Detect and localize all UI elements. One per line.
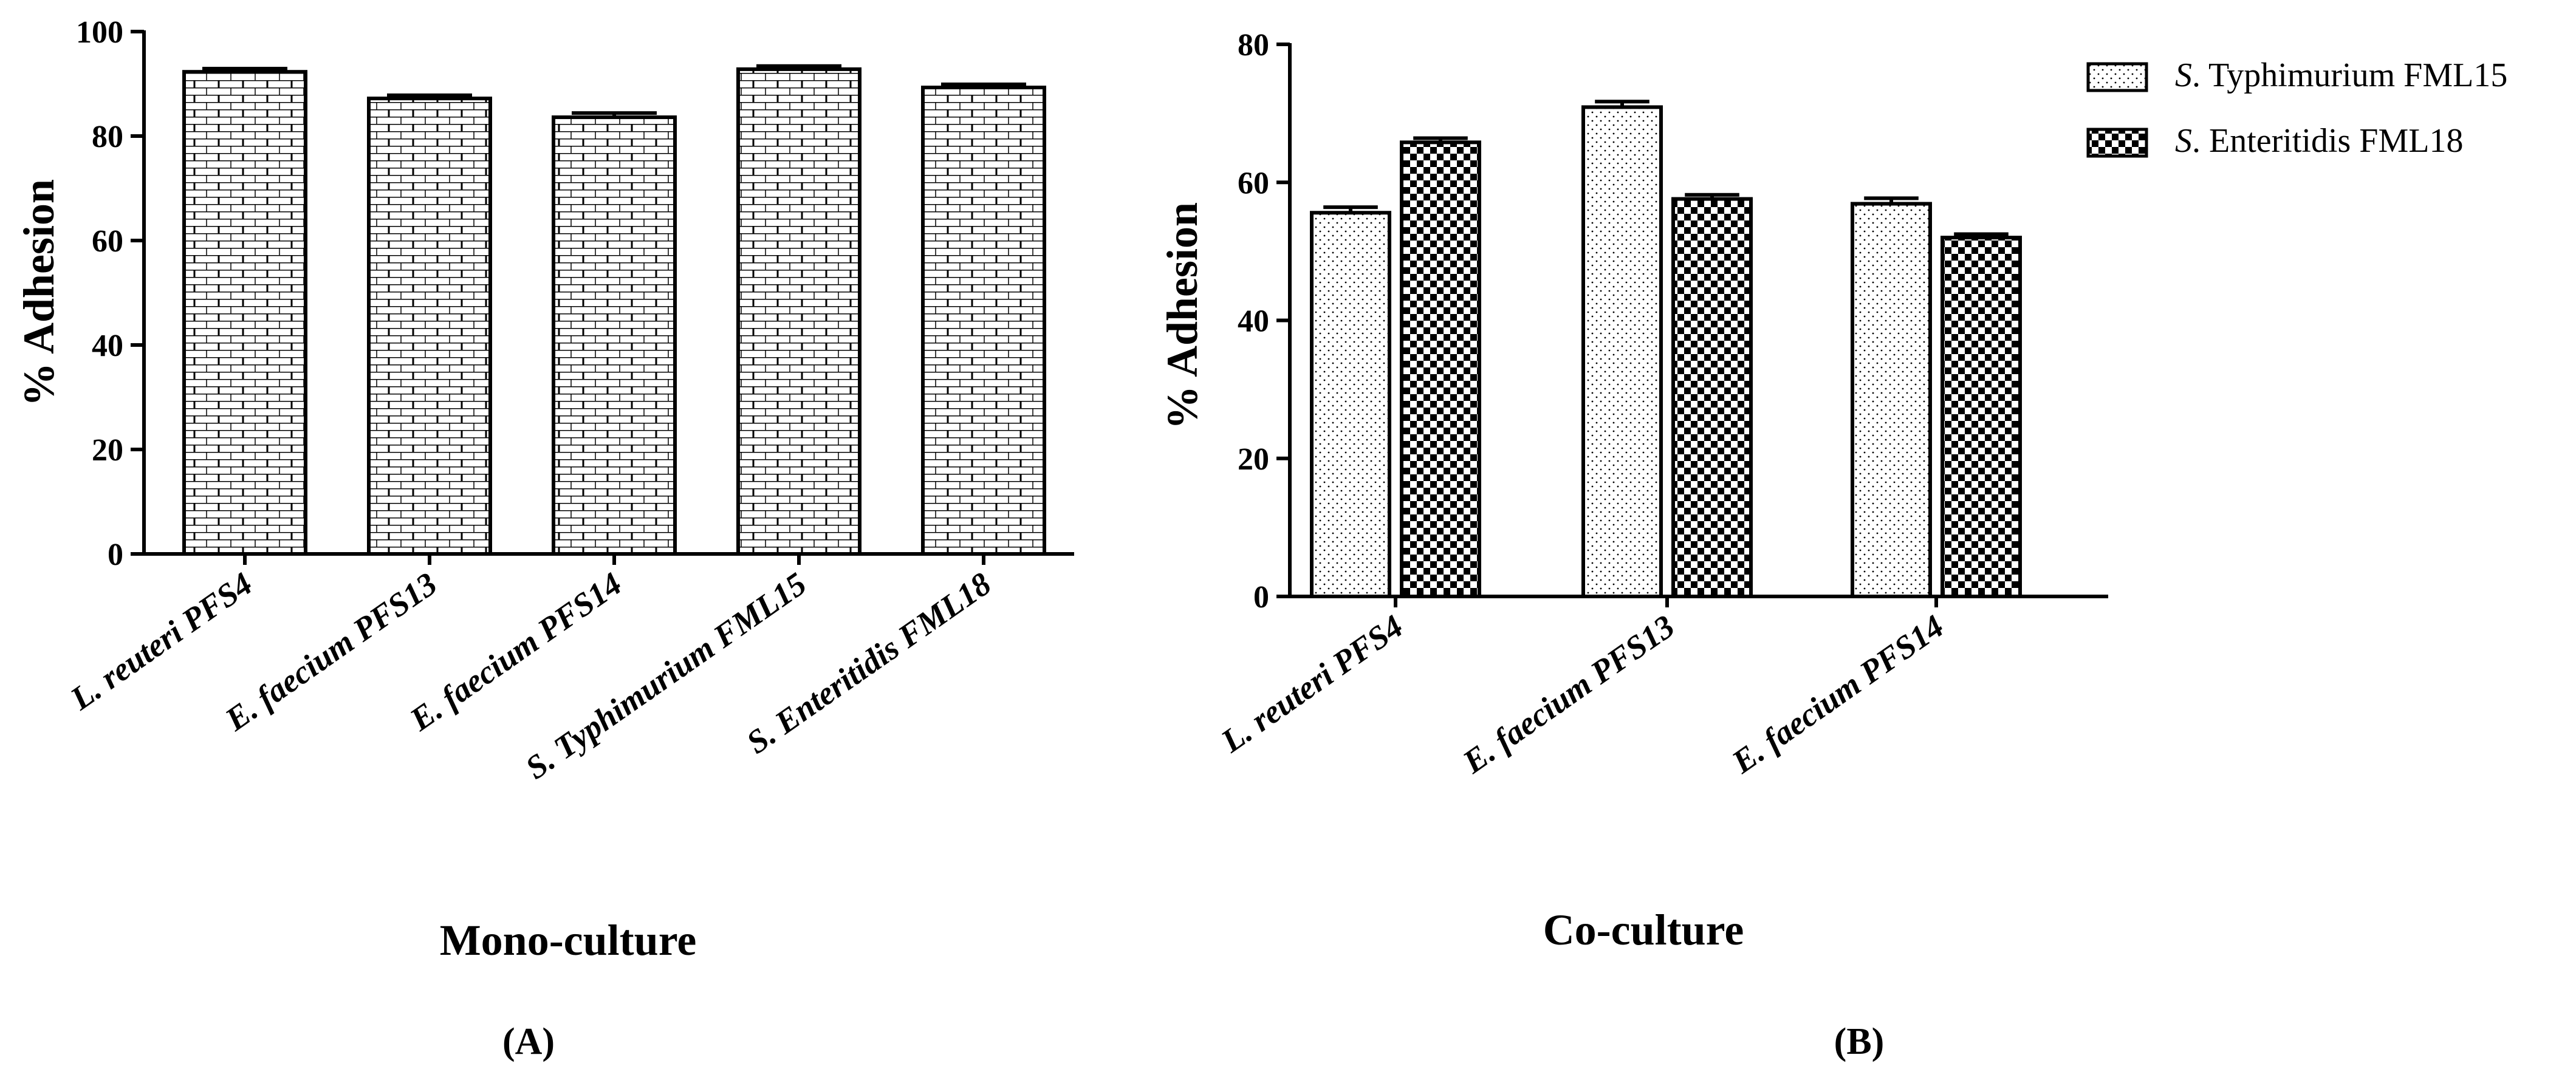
bar-l-reuteri-pfs4 [182, 70, 307, 556]
x-tick-label-e-faecium-pfs14: E. faecium PFS14 [1725, 608, 1950, 781]
bar-e-faecium-pfs13-enteritidis-fml18 [1671, 197, 1753, 598]
y-tick-label: 20 [1238, 442, 1269, 477]
y-tick-label: 60 [1238, 166, 1269, 200]
x-tick-label-l-reuteri-pfs4: L. reuteri PFS4 [1214, 608, 1410, 760]
bar-s-enteritidis-fml18 [921, 86, 1046, 556]
x-tick-label-l-reuteri-pfs4: L. reuteri PFS4 [63, 565, 259, 717]
bar-s-typhimurium-fml15 [736, 67, 862, 556]
bar-e-faecium-pfs14-enteritidis-fml18 [1941, 236, 2022, 598]
panel-b-ylabel: % Adhesion [1158, 202, 1207, 429]
panel-b-label: (B) [1834, 1021, 1885, 1062]
panel-a-label: (A) [502, 1021, 555, 1062]
bar-l-reuteri-pfs4-typhimurium-fml15 [1310, 211, 1391, 598]
panel-a: (A) Mono-culture % Adhesion 0 20 40 60 80 100… [15, 15, 1074, 1062]
bar-e-faecium-pfs14-typhimurium-fml15 [1851, 202, 1932, 598]
y-tick-label: 80 [1238, 28, 1269, 63]
y-tick-label: 0 [1253, 580, 1269, 615]
y-tick-label: 0 [108, 538, 123, 572]
y-tick-label: 60 [92, 224, 123, 259]
legend-swatch-typhimurium [2086, 62, 2148, 92]
x-tick-label-e-faecium-pfs13: E. faecium PFS13 [1456, 608, 1681, 781]
bar-l-reuteri-pfs4-enteritidis-fml18 [1400, 140, 1481, 599]
panel-b: (B) Co-culture % Adhesion S. Typhimurium… [1158, 28, 2507, 1062]
panel-a-xlabel: Mono-culture [440, 916, 697, 965]
panel-b-xlabel: Co-culture [1543, 906, 1744, 954]
bar-e-faecium-pfs13 [367, 97, 492, 556]
y-tick-label: 100 [76, 15, 123, 50]
y-tick-label: 80 [92, 120, 123, 154]
legend: S. Typhimurium FML15 S. Enteritidis FML1… [2086, 56, 2507, 160]
y-tick-label: 20 [92, 433, 123, 468]
legend-label-enteritidis: S. Enteritidis FML18 [2175, 122, 2463, 160]
y-tick-label: 40 [92, 329, 123, 363]
bar-e-faecium-pfs13-typhimurium-fml15 [1581, 105, 1663, 598]
y-tick-label: 40 [1238, 304, 1269, 339]
legend-swatch-enteritidis [2086, 128, 2148, 158]
bar-e-faecium-pfs14 [552, 115, 677, 556]
legend-label-typhimurium: S. Typhimurium FML15 [2175, 56, 2507, 94]
panel-a-ylabel: % Adhesion [15, 179, 63, 406]
